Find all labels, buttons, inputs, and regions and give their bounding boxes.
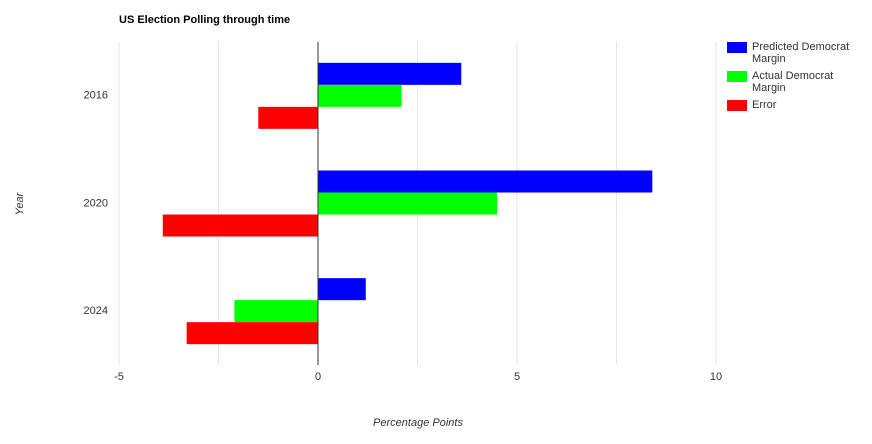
bar [162, 214, 318, 237]
bar [318, 84, 402, 107]
legend-item[interactable]: Error [727, 99, 867, 111]
y-tick-label: 2016 [84, 90, 108, 102]
legend-label: Actual Democrat Margin [752, 70, 834, 94]
legend-item[interactable]: Predicted Democrat Margin [727, 41, 867, 65]
y-tick-label: 2020 [84, 197, 108, 209]
bar [318, 278, 366, 301]
x-axis-title: Percentage Points [373, 417, 463, 429]
x-tick-label: 5 [514, 371, 520, 383]
bar [234, 300, 318, 323]
legend: Predicted Democrat Margin Actual Democrat… [727, 41, 867, 116]
legend-swatch [727, 42, 747, 53]
y-tick-label: 2024 [84, 305, 108, 317]
x-tick-label: -5 [114, 371, 124, 383]
bar [318, 170, 653, 193]
bar [186, 322, 318, 345]
y-axis-title: Year [14, 191, 26, 215]
x-tick-label: 0 [315, 371, 321, 383]
legend-label: Predicted Democrat Margin [752, 41, 850, 65]
x-tick-label: 10 [710, 371, 722, 383]
chart-title: US Election Polling through time [119, 14, 290, 26]
legend-swatch [727, 71, 747, 82]
legend-item[interactable]: Actual Democrat Margin [727, 70, 867, 94]
legend-label: Error [752, 99, 777, 111]
bar [258, 106, 318, 129]
bar [318, 192, 498, 215]
bar [318, 62, 462, 85]
legend-swatch [727, 100, 747, 111]
